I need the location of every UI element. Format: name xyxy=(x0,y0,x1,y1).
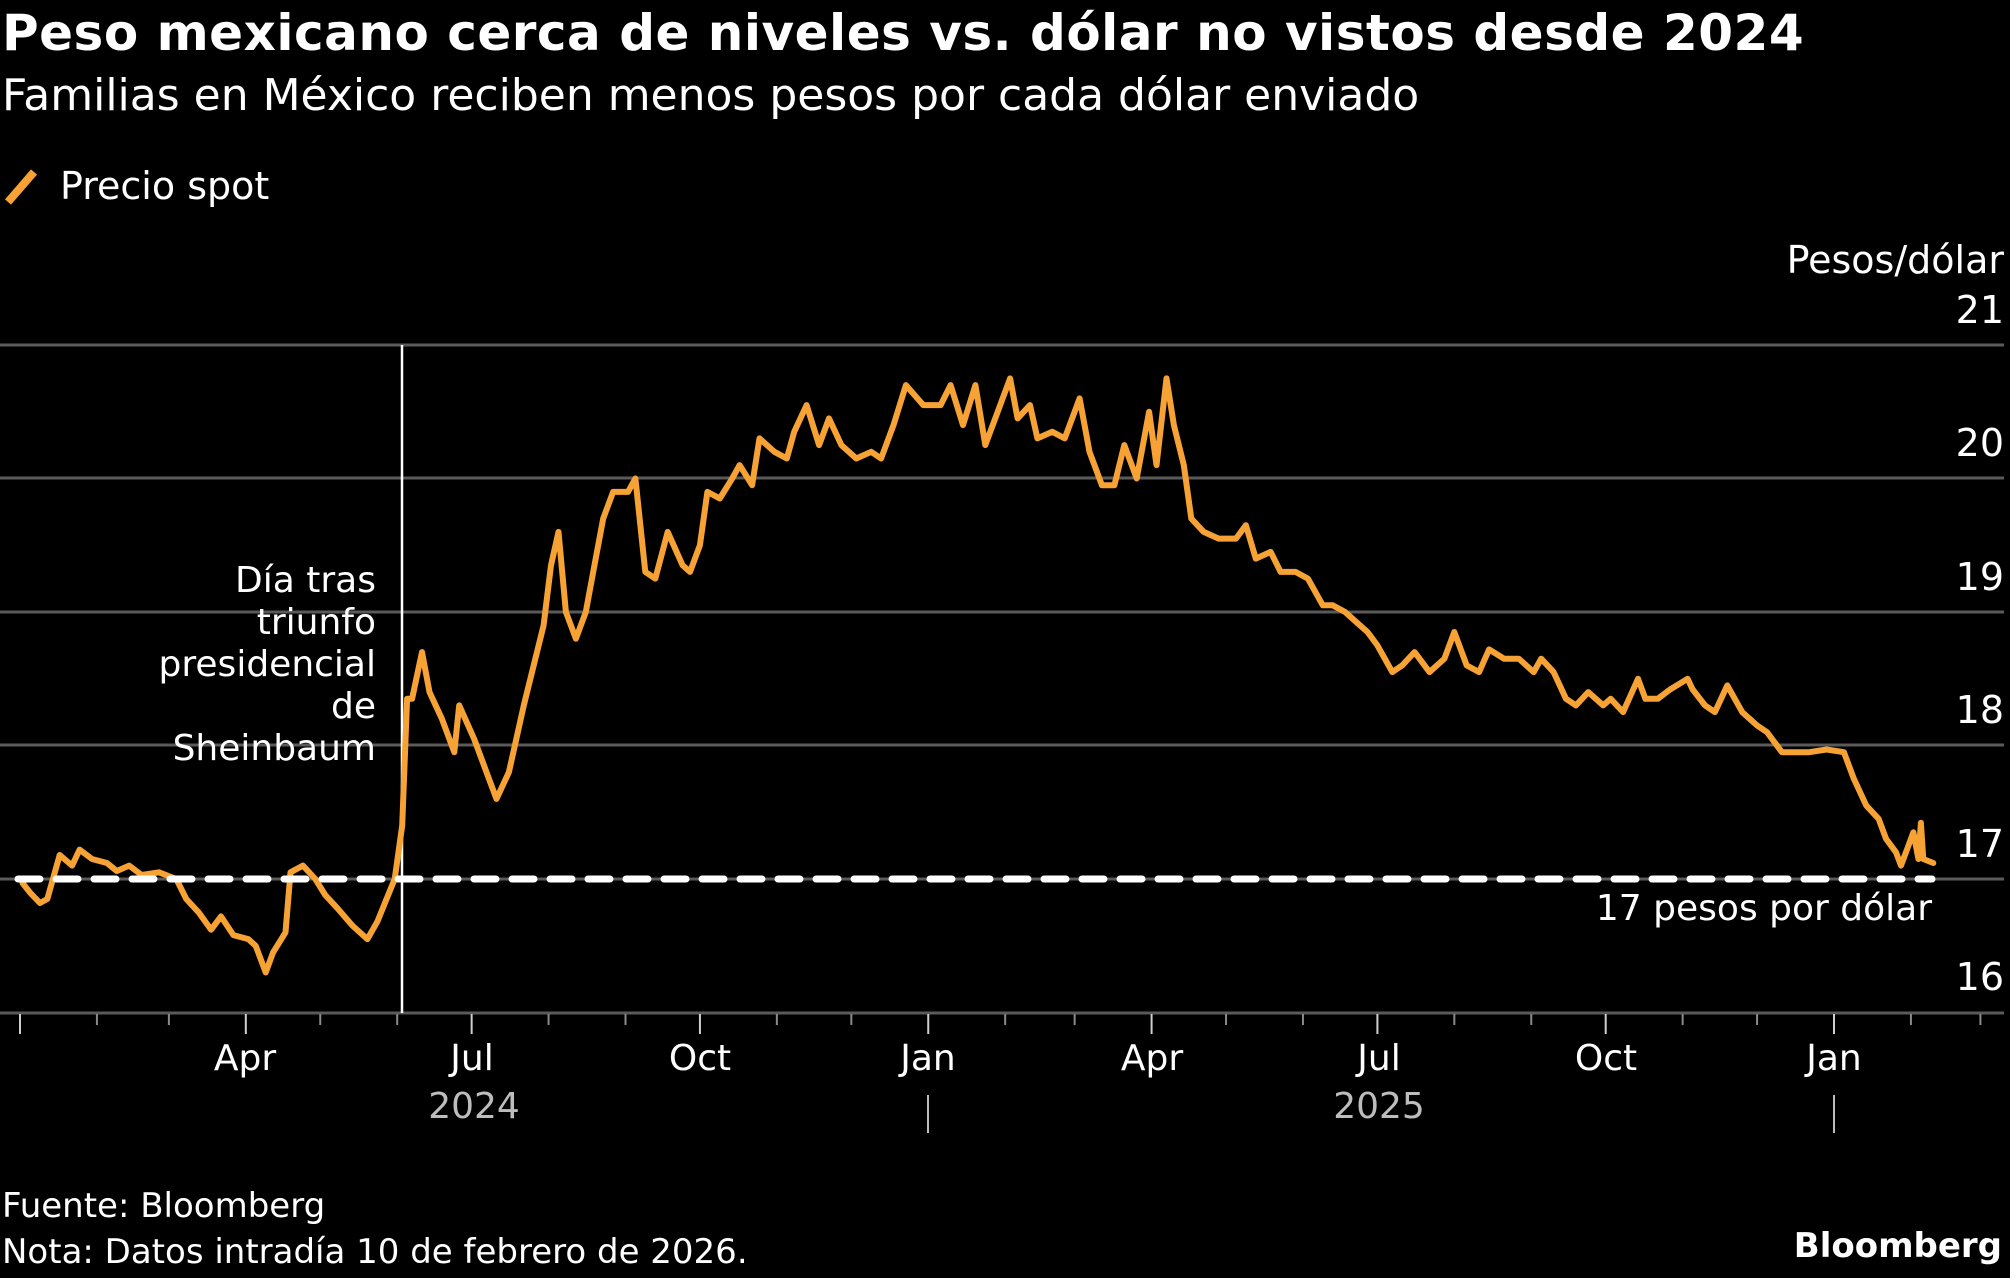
line-swatch-icon xyxy=(4,169,38,205)
y-tick-20: 20 xyxy=(1955,421,2004,465)
chart-subtitle: Familias en México reciben menos pesos p… xyxy=(2,70,1420,121)
price-line xyxy=(19,375,1937,976)
x-tick-oct-2025: Oct xyxy=(1574,1038,1638,1079)
y-tick-17: 17 xyxy=(1955,822,2004,866)
y-tick-21: 21 xyxy=(1955,288,2004,332)
x-tick-jan-2025: Jan xyxy=(900,1038,956,1079)
x-tick-apr-2025: Apr xyxy=(1120,1038,1184,1079)
legend-label: Precio spot xyxy=(60,164,270,208)
event-annotation: Día tras triunfo presidencial de Sheinba… xyxy=(158,560,376,769)
x-tick-jul-2024: Jul xyxy=(450,1038,494,1079)
year-label-2025: 2025 xyxy=(1333,1086,1425,1127)
y-tick-18: 18 xyxy=(1955,688,2004,732)
bloomberg-logo: Bloomberg xyxy=(1793,1226,2002,1266)
chart-title: Peso mexicano cerca de niveles vs. dólar… xyxy=(2,4,1805,62)
x-tick-apr-2024: Apr xyxy=(213,1038,277,1079)
x-tick-jan-2026: Jan xyxy=(1806,1038,1862,1079)
data-note: Nota: Datos intradía 10 de febrero de 20… xyxy=(2,1232,748,1272)
legend: Precio spot xyxy=(4,164,269,208)
reference-line-label: 17 pesos por dólar xyxy=(1595,888,1932,929)
y-tick-16: 16 xyxy=(1955,955,2004,999)
y-axis-unit: Pesos/dólar xyxy=(1786,238,2004,282)
x-tick-oct-2024: Oct xyxy=(668,1038,732,1079)
x-axis-ticks xyxy=(19,1014,1982,1034)
x-tick-jul-2025: Jul xyxy=(1357,1038,1401,1079)
gridlines xyxy=(0,343,2004,1015)
y-tick-19: 19 xyxy=(1955,555,2004,599)
year-label-2024: 2024 xyxy=(428,1086,520,1127)
source-note: Fuente: Bloomberg xyxy=(2,1186,326,1226)
